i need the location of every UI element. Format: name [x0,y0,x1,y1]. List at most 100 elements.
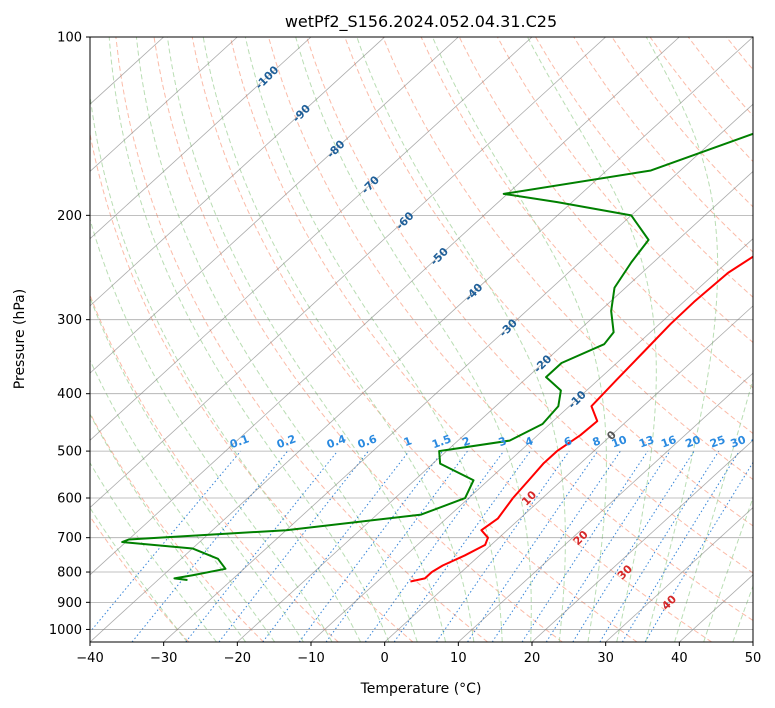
isotherm-line [90,37,238,172]
x-tick-label: −10 [297,651,324,666]
mixing-ratio-line [467,450,599,642]
y-tick-label: 1000 [49,623,82,638]
plot-frame [89,36,754,643]
y-tick-label: 600 [57,492,82,507]
x-tick-label: −30 [150,651,177,666]
mixing-ratio-lines [90,450,753,642]
x-tick-label: 20 [524,651,541,666]
mixing-ratio-line [325,450,468,642]
mixing-ratio-line [262,450,410,642]
x-axis-ticks: −40 −30 −20 −10 0 10 20 30 40 50 [76,642,761,666]
moist-adiabat-line [732,584,753,642]
temperature-line [410,255,753,583]
mixing-ratio-line [436,450,570,642]
moist-adiabat-line [202,37,475,642]
mixing-ratio-label: 30 [729,433,748,451]
isotherm-line [310,238,753,642]
y-tick-label: 700 [57,531,82,546]
sounding-series [121,132,753,583]
x-tick-label: 0 [381,651,389,666]
y-axis-ticks: 100 200 300 400 500 600 700 800 900 1000 [49,31,90,638]
y-axis-title: Pressure (hPa) [12,289,28,389]
isotherm-line [531,439,753,642]
moist-adiabat-line [432,37,607,642]
mixing-ratio-line [491,450,621,642]
y-tick-label: 400 [57,387,82,402]
isotherm-line [90,37,753,642]
isotherm-line [90,37,385,307]
mixing-ratio-label: 13 [637,433,656,450]
mixing-ratio-line [185,450,338,642]
dry-adiabat-line [306,37,753,574]
moist-adiabat-line [244,37,503,642]
dry-adiabat-line [268,37,753,622]
mixing-ratio-label: 0.4 [325,432,348,451]
isotherm-line [458,372,753,642]
moist-adiabat-line [90,461,217,642]
x-tick-label: 50 [745,651,762,666]
x-tick-label: −20 [224,651,251,666]
mixing-ratio-line [298,450,444,642]
mixing-ratio-line [545,450,671,642]
dry-adiabat-line [497,37,753,344]
dry-adiabat-line [535,37,753,298]
moist-adiabat-line [356,37,566,642]
mixing-ratio-label: 25 [708,433,727,450]
x-tick-label: 40 [671,651,688,666]
mixing-ratio-label: 16 [659,433,678,451]
dry-adiabat-line [191,37,638,642]
dry-adiabat-line [90,412,264,642]
dry-adiabat-line [153,37,563,642]
moist-adiabat-line [703,496,753,642]
x-tick-label: 10 [450,651,467,666]
y-tick-label: 800 [57,566,82,581]
dry-adiabat-line [420,37,753,435]
isotherm-line [605,507,753,642]
moist-adiabat-line [90,359,276,642]
dry-adiabat-line [115,37,488,642]
mixing-ratio-label: 0.2 [275,432,298,451]
mixing-ratio-line [572,450,695,642]
x-tick-label: −40 [76,651,103,666]
isotherm-line [384,305,753,642]
mixing-ratio-label: 4 [523,434,535,449]
mixing-ratio-label: 0.6 [356,432,379,451]
moist-adiabat-line [90,413,247,642]
mixing-ratio-label: 1.5 [430,432,453,451]
moist-adiabat-line [108,37,390,642]
dewpoint-line [121,132,753,581]
mixing-ratio-line [364,450,505,642]
mixing-ratio-label: 36 [749,433,768,451]
mixing-ratio-line [131,450,288,642]
y-tick-label: 900 [57,596,82,611]
x-tick-label: 30 [597,651,614,666]
y-tick-label: 200 [57,209,82,224]
isotherm-line [237,170,753,642]
y-tick-label: 500 [57,445,82,460]
mixing-ratio-line [521,450,649,642]
mixing-ratio-label: 1 [402,434,414,449]
moist-adiabat-line [90,296,304,642]
mixing-ratio-label: 3 [497,434,509,449]
y-tick-label: 300 [57,313,82,328]
moist-adiabat-line [166,37,447,642]
dry-adiabat-line [229,37,712,642]
mixing-ratio-label: 20 [684,433,703,451]
moist-adiabat-line [90,217,333,642]
mixing-ratio-label: 0.1 [228,432,251,451]
moist-adiabat-line [135,37,418,642]
moist-adiabat-line [674,377,753,642]
isotherm-line [90,37,459,374]
mixing-ratio-label: 2 [461,434,473,449]
y-tick-label: 100 [57,31,82,46]
isotherm-line [90,37,312,240]
chart-title: wetPf2_S156.2024.052.04.31.C25 [285,12,557,32]
mixing-ratio-label: 8 [591,434,603,449]
x-axis-title: Temperature (°C) [360,681,482,697]
mixing-ratio-line [90,450,242,633]
mixing-ratio-label: 10 [610,433,629,451]
isotherm-line [90,37,606,509]
mixing-ratio-label: 6 [562,434,574,449]
mixing-ratio-line [621,450,740,642]
